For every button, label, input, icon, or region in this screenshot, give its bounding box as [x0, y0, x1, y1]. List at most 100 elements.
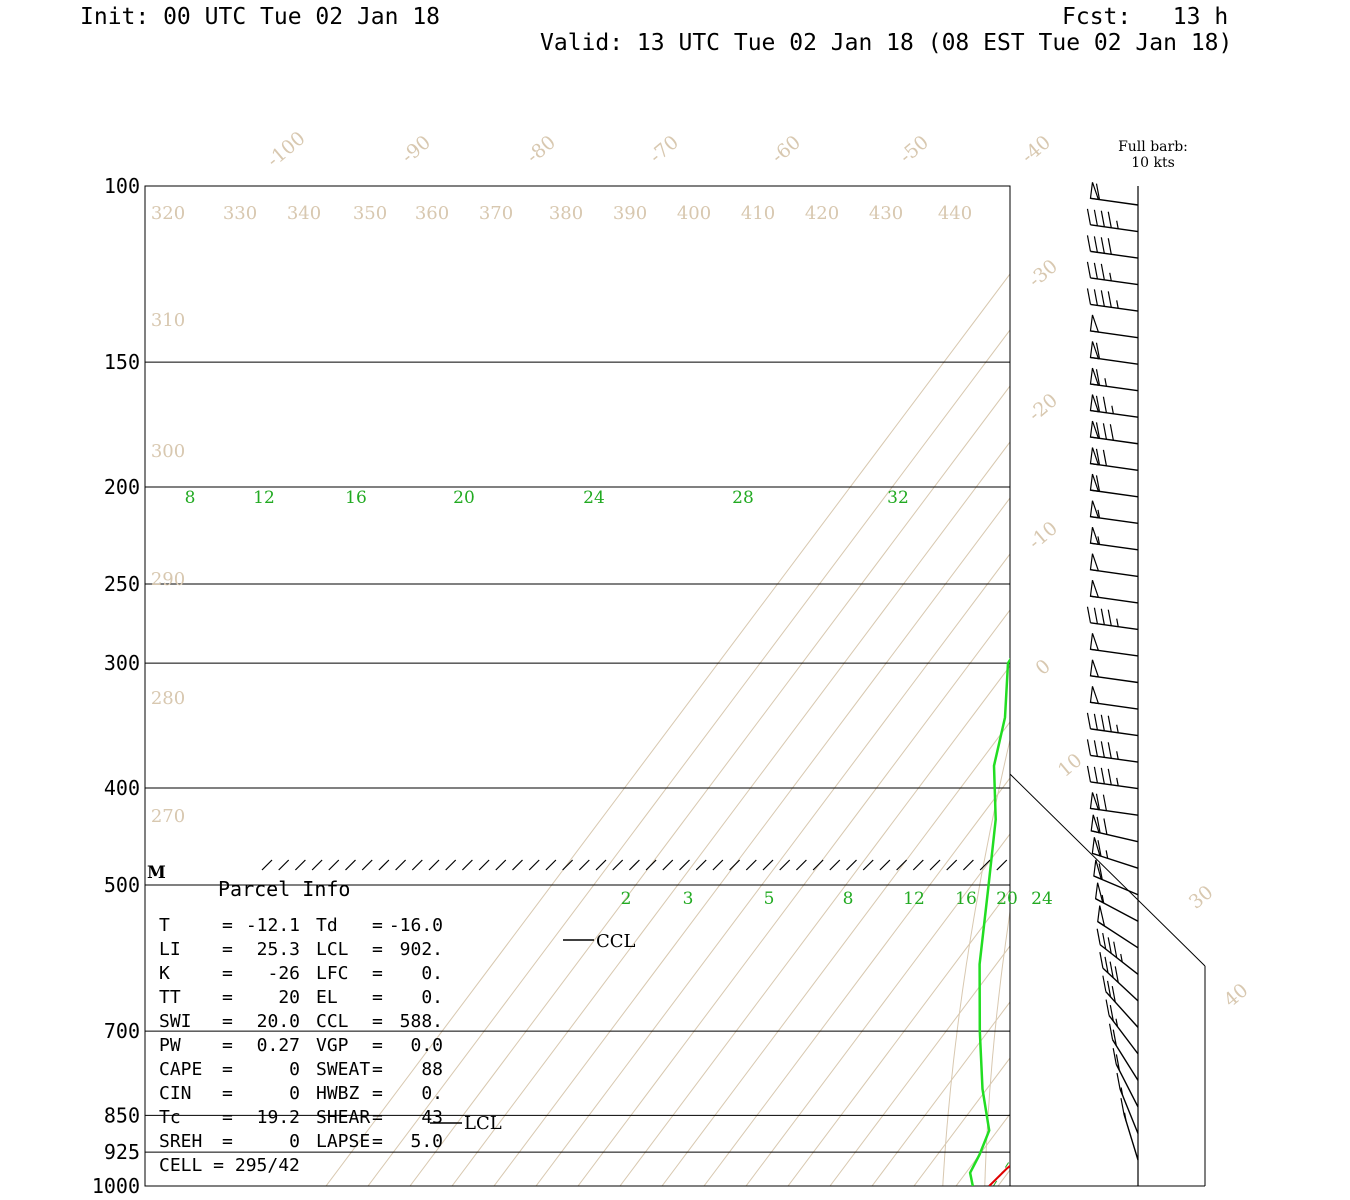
isotherm-line	[829, 945, 1010, 1186]
wind-barb-flag	[1086, 712, 1092, 729]
wind-barb	[1105, 991, 1139, 1028]
hatch-mark	[578, 859, 590, 871]
pressure-tick-label: 250	[104, 572, 140, 596]
wind-barb	[1090, 303, 1139, 312]
wind-barb-flag	[1093, 740, 1098, 757]
wind-barb	[1090, 754, 1139, 763]
wind-barb-pennant	[1089, 580, 1100, 599]
wind-barb	[1090, 622, 1139, 631]
parcel-row-label: CAPE	[159, 1059, 202, 1080]
wind-barb-flag	[1095, 369, 1101, 386]
wind-barb-pennant	[1097, 905, 1106, 928]
isotherm-label: 40	[1220, 979, 1253, 1011]
wind-barb-flag	[1100, 210, 1105, 227]
wind-barb-flag	[1102, 794, 1108, 811]
wind-barb	[1108, 1015, 1139, 1055]
forecast-hour: Fcst: 13 h	[1062, 4, 1229, 30]
theta-label: 390	[613, 203, 647, 224]
parcel-row-value: 0.	[421, 963, 443, 984]
wind-barb-flag	[1109, 961, 1114, 978]
wind-barb-flag	[1107, 238, 1112, 255]
theta-label: 440	[938, 203, 972, 224]
parcel-row-eq: =	[222, 1035, 233, 1056]
hatch-mark	[762, 859, 774, 871]
parcel-row-label: HWBZ	[316, 1083, 360, 1104]
hatch-mark	[745, 859, 757, 871]
wind-barb-half-flag	[1115, 1018, 1119, 1027]
parcel-row-eq: =	[222, 1131, 233, 1152]
mixing-ratio-dashed-line	[992, 1159, 1010, 1186]
wind-barb-half-flag	[1116, 618, 1119, 627]
mixing-ratio-line	[1297, 487, 1350, 1186]
mixing-ratio-dashed-line	[1063, 885, 1253, 1186]
wind-barb-half-flag	[1101, 894, 1105, 904]
pressure-tick-label: 300	[104, 651, 140, 675]
wind-barb-flag	[1102, 423, 1108, 440]
parcel-row-eq: =	[222, 1083, 233, 1104]
wind-barb-flag	[1093, 262, 1098, 279]
isotherm-line	[619, 665, 1010, 1186]
pressure-tick-label: 400	[104, 776, 140, 800]
lcl-marker-label: LCL	[464, 1113, 502, 1134]
theta-label: 410	[741, 203, 775, 224]
pressure-tick-label: 100	[104, 174, 140, 198]
isotherm-line	[451, 441, 1010, 1186]
pressure-tick-label: 850	[104, 1103, 140, 1127]
mixing-ratio-label: 20	[453, 488, 475, 508]
wind-barb-flag	[1112, 1029, 1117, 1046]
mixing-ratio-line	[1278, 487, 1350, 1186]
parcel-row-eq: =	[222, 987, 233, 1008]
valid-time: Valid: 13 UTC Tue 02 Jan 18 (08 EST Tue …	[540, 30, 1233, 56]
temperature-profile	[988, 1164, 1010, 1186]
wind-barb-pennant	[1089, 182, 1100, 201]
wind-barb-pennant	[1089, 553, 1100, 572]
isotherm-line	[1208, 186, 1350, 1186]
wind-barb-half-flag	[1097, 536, 1101, 545]
hatch-mark	[428, 859, 440, 871]
wind-barb-flag	[1096, 816, 1101, 834]
parcel-row-eq: =	[222, 1107, 233, 1128]
wind-barb-flag	[1102, 396, 1108, 413]
isotherm-line	[955, 1113, 1010, 1186]
wind-barb-flag	[1102, 449, 1108, 466]
hatch-mark	[862, 859, 874, 871]
mixing-ratio-line	[1136, 487, 1350, 1186]
dry-adiabat-line	[1147, 186, 1295, 1186]
wind-barb-pennant	[1089, 473, 1100, 492]
mixing-ratio-label: 2	[621, 889, 632, 909]
parcel-row-value: 588.	[400, 1011, 443, 1032]
hatch-mark	[528, 859, 540, 871]
parcel-row-eq: =	[372, 1059, 383, 1080]
mixing-ratio-dashed-line	[1188, 885, 1350, 1186]
hatch-mark	[478, 859, 490, 871]
parcel-row-label: LCL	[316, 939, 349, 960]
wind-barb-flag	[1099, 951, 1104, 969]
wind-barb	[1090, 224, 1139, 233]
mixing-ratio-label: 8	[185, 488, 196, 508]
wind-barb-pennant	[1090, 814, 1100, 834]
wind-barb-flag	[1115, 1054, 1120, 1071]
parcel-row-label: K	[159, 963, 170, 984]
parcel-row-eq: =	[372, 1011, 383, 1032]
hatch-mark	[879, 859, 891, 871]
hatch-mark	[512, 859, 523, 871]
hatch-mark	[261, 859, 273, 871]
wind-barb-pennant	[1089, 633, 1100, 652]
m-marker: M	[147, 863, 166, 883]
parcel-row-value: -16.0	[389, 915, 443, 936]
hatch-mark	[846, 859, 857, 871]
parcel-row-label: TT	[159, 987, 181, 1008]
wind-barb-half-flag	[1111, 405, 1114, 414]
isotherm-line	[1166, 186, 1350, 1186]
isotherm-label: -30	[1024, 255, 1062, 292]
isotherm-line	[1250, 186, 1350, 1186]
parcel-row-label: SHEAR	[316, 1107, 370, 1128]
wind-barb-flag	[1086, 288, 1092, 305]
wind-barb-flag	[1107, 937, 1112, 954]
wind-barb-flag	[1100, 290, 1105, 307]
wind-barb-flag	[1100, 237, 1105, 254]
wind-barb-half-flag	[1116, 751, 1119, 760]
hatch-mark	[445, 859, 457, 871]
hatch-mark	[278, 859, 290, 871]
wind-barb-half-flag	[1116, 300, 1119, 309]
